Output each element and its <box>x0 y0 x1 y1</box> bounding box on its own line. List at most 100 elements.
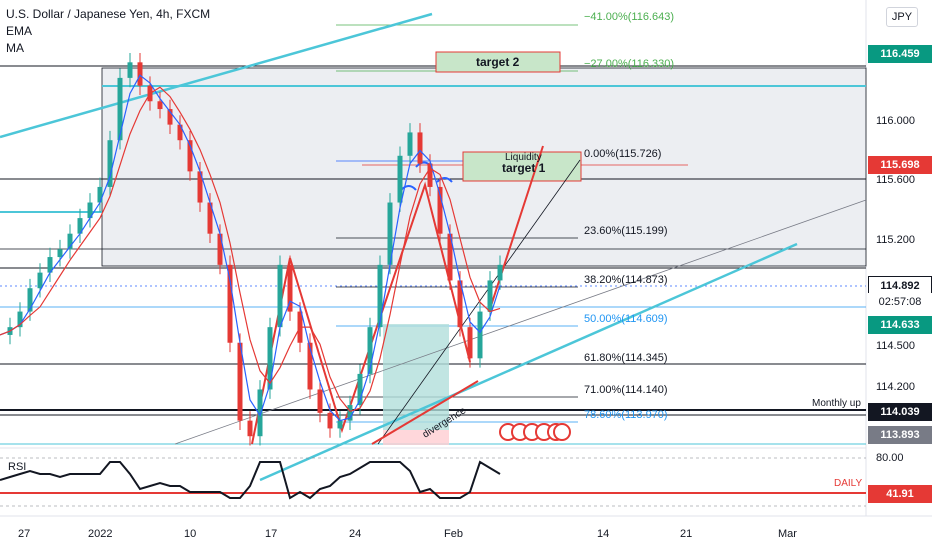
candle-body[interactable] <box>447 233 453 281</box>
indicator-ema[interactable]: EMA <box>6 24 33 38</box>
rsi-label: RSI <box>8 461 26 473</box>
target-1-label: target 1 <box>502 161 546 175</box>
fib-label-236: 23.60%(115.199) <box>584 225 668 237</box>
candle-body[interactable] <box>157 101 163 110</box>
time-label: Feb <box>444 528 463 540</box>
time-label: 17 <box>265 528 278 540</box>
candlestick-series[interactable] <box>7 52 503 446</box>
price-tag-monthly: 114.039 <box>868 403 932 421</box>
candle-body[interactable] <box>107 140 113 187</box>
fib-label-41: −41.00%(116.643) <box>584 11 674 23</box>
candle-body[interactable] <box>247 420 253 437</box>
candle-body[interactable] <box>187 140 193 172</box>
candle-body[interactable] <box>67 233 73 250</box>
candle-body[interactable] <box>487 280 493 312</box>
fib-label-0: 0.00%(115.726) <box>584 148 661 160</box>
long-position-loss[interactable] <box>383 430 449 445</box>
target-2-box[interactable] <box>435 51 561 73</box>
long-position-profit[interactable] <box>383 324 449 430</box>
candle-body[interactable] <box>227 264 233 343</box>
candle-body[interactable] <box>27 288 33 312</box>
candle-body[interactable] <box>317 389 323 413</box>
candle-body[interactable] <box>177 124 183 141</box>
candle-body[interactable] <box>97 186 103 203</box>
candle-body[interactable] <box>17 311 23 328</box>
zigzag-pattern[interactable] <box>251 181 471 445</box>
target-2-label: target 2 <box>476 55 520 69</box>
candle-body[interactable] <box>457 280 463 328</box>
candle-body[interactable] <box>47 257 53 273</box>
candle-body[interactable] <box>377 264 383 328</box>
peak-arc-right <box>436 177 453 183</box>
fib-label-71: 71.00%(114.140) <box>584 384 668 396</box>
candle-body[interactable] <box>127 62 133 78</box>
candle-body[interactable] <box>57 249 63 258</box>
event-flag-icon[interactable] <box>553 423 571 441</box>
moving-average-line <box>0 74 501 422</box>
candle-body[interactable] <box>337 420 343 429</box>
fib-label-618: 61.80%(114.345) <box>584 352 668 364</box>
symbol-title[interactable]: U.S. Dollar / Japanese Yen, 4h, FXCM <box>6 7 211 21</box>
time-label: Mar <box>778 528 797 540</box>
candle-body[interactable] <box>137 62 143 86</box>
time-label: 27 <box>18 528 31 540</box>
candle-body[interactable] <box>237 342 243 421</box>
candle-body[interactable] <box>327 412 333 429</box>
candle-body[interactable] <box>87 202 93 219</box>
chart-legend[interactable]: U.S. Dollar / Japanese Yen, 4h, FXCM EMA… <box>6 6 210 57</box>
candle-body[interactable] <box>387 202 393 265</box>
candle-body[interactable] <box>417 132 423 164</box>
rsi-line <box>0 460 501 500</box>
candle-body[interactable] <box>367 327 373 374</box>
candle-body[interactable] <box>77 218 83 234</box>
candle-body[interactable] <box>467 327 473 359</box>
liquidity-label: Liquidity <box>505 152 542 163</box>
time-label: 14 <box>597 528 610 540</box>
red-projection-line[interactable] <box>488 145 544 313</box>
fib-label-50: 50.00%(114.609) <box>584 313 668 325</box>
price-label: 115.200 <box>876 234 915 246</box>
candle-body[interactable] <box>497 264 503 281</box>
candle-body[interactable] <box>347 405 353 421</box>
currency-button[interactable]: JPY <box>886 7 918 27</box>
candle-body[interactable] <box>167 109 173 125</box>
candle-body[interactable] <box>257 389 263 437</box>
target-1-box[interactable] <box>462 151 582 182</box>
fib-label-382: 38.20%(114.873) <box>584 274 668 286</box>
black-trendline[interactable] <box>377 159 581 445</box>
candle-body[interactable] <box>207 202 213 234</box>
candle-body[interactable] <box>117 77 123 141</box>
candle-body[interactable] <box>197 171 203 203</box>
economic-events[interactable] <box>499 423 571 441</box>
time-label: 21 <box>680 528 693 540</box>
candle-body[interactable] <box>287 264 293 312</box>
candle-body[interactable] <box>357 373 363 406</box>
price-label: 114.200 <box>876 381 915 393</box>
cyan-trendline-top[interactable] <box>0 12 433 139</box>
candle-body[interactable] <box>407 132 413 156</box>
candle-body[interactable] <box>437 186 443 234</box>
price-tag-gray: 113.893 <box>868 426 932 444</box>
candle-body[interactable] <box>477 311 483 359</box>
time-label: 10 <box>184 528 197 540</box>
price-tag-red: 115.698 <box>868 156 932 174</box>
candle-body[interactable] <box>217 233 223 265</box>
candle-body[interactable] <box>37 272 43 289</box>
candle-body[interactable] <box>397 155 403 203</box>
candle-body[interactable] <box>277 264 283 328</box>
cyan-trendline-bottom[interactable] <box>259 242 798 482</box>
fib-label-786: 78.60%(113.970) <box>584 409 668 421</box>
price-tag-target-2: 116.459 <box>868 45 932 63</box>
daily-label: DAILY <box>834 478 862 489</box>
indicator-ma[interactable]: MA <box>6 41 24 55</box>
candle-body[interactable] <box>267 327 273 390</box>
price-label: 114.500 <box>876 340 915 352</box>
gray-trendline[interactable] <box>174 199 867 445</box>
candle-body[interactable] <box>307 342 313 390</box>
candle-body[interactable] <box>427 163 433 187</box>
price-label: 116.000 <box>876 115 915 127</box>
red-divergence-line[interactable] <box>371 380 479 445</box>
time-label: 2022 <box>88 528 113 540</box>
